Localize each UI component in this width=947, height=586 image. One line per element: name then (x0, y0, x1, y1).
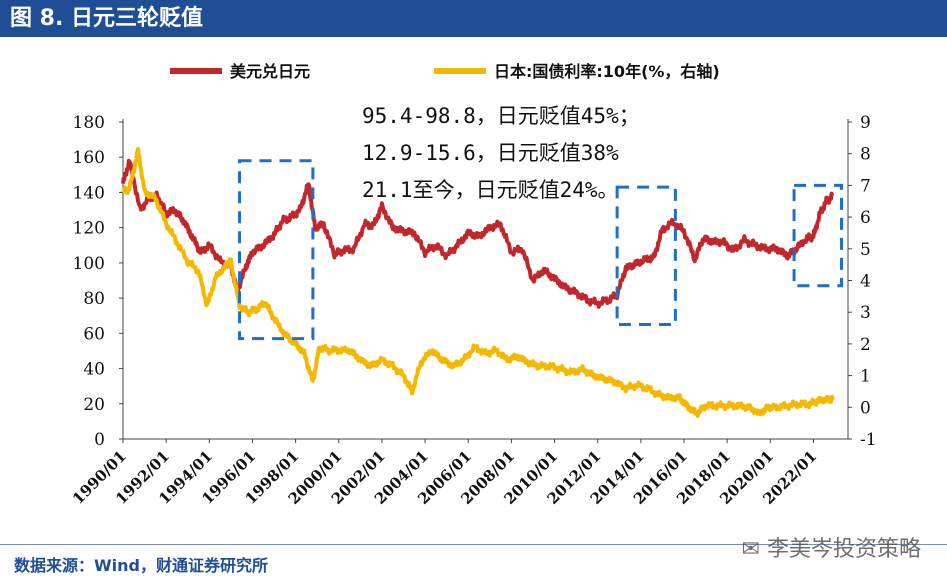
highlight-box (238, 159, 315, 341)
highlight-box (792, 183, 844, 288)
figure-title: 图 8. 日元三轮贬值 (10, 6, 203, 31)
watermark: ✉ 李美岑投资策略 (742, 531, 921, 563)
right-tick-label: 3 (860, 303, 871, 323)
right-tick-label: 1 (860, 367, 871, 387)
series-line-jgb10y (121, 146, 835, 418)
chart-axes: 020406080100120140160180-101234567891990… (69, 113, 877, 508)
annotation-line-2: 12.9-15.6，日元贬值38% (362, 141, 619, 165)
right-tick-label: 2 (860, 335, 871, 355)
left-tick-label: 180 (73, 113, 105, 133)
left-tick-label: 120 (73, 219, 105, 239)
highlight-box (615, 185, 677, 327)
left-tick-label: 80 (83, 289, 105, 309)
right-tick-label: 4 (860, 272, 871, 292)
chart-legend: 美元兑日元 日本:国债利率:10年(%，右轴) (170, 62, 720, 81)
right-tick-label: 5 (860, 240, 871, 260)
left-tick-label: 140 (73, 183, 105, 203)
figure-title-bar: 图 8. 日元三轮贬值 (0, 0, 947, 37)
footer-divider (0, 544, 947, 545)
annotation-block: 95.4-98.8，日元贬值45%； 12.9-15.6，日元贬值38% 21.… (362, 104, 640, 202)
left-tick-label: 160 (73, 148, 105, 168)
legend-label-usdjpy: 美元兑日元 (230, 62, 310, 81)
watermark-text: 李美岑投资策略 (766, 537, 921, 562)
left-tick-label: 100 (73, 254, 105, 274)
right-tick-label: 9 (860, 113, 871, 133)
highlight-boxes (238, 159, 844, 341)
left-tick-label: 40 (83, 360, 105, 380)
yen-depreciation-chart: 美元兑日元 日本:国债利率:10年(%，右轴) 0204060801001201… (69, 62, 877, 508)
data-source: 数据来源：Wind，财通证券研究所 (14, 556, 268, 575)
right-tick-label: 6 (860, 208, 871, 228)
right-tick-label: -1 (860, 430, 877, 450)
plot-area (121, 146, 835, 418)
wechat-icon: ✉ (741, 537, 767, 562)
left-tick-label: 20 (83, 395, 105, 415)
left-tick-label: 0 (94, 430, 105, 450)
legend-label-jgb10y: 日本:国债利率:10年(%，右轴) (494, 62, 720, 81)
annotation-line-3: 21.1至今，日元贬值24%。 (362, 178, 619, 202)
right-tick-label: 7 (860, 176, 871, 196)
right-tick-label: 8 (860, 145, 871, 165)
right-tick-label: 0 (860, 398, 871, 418)
annotation-line-1: 95.4-98.8，日元贬值45%； (362, 104, 640, 128)
left-tick-label: 60 (83, 324, 105, 344)
